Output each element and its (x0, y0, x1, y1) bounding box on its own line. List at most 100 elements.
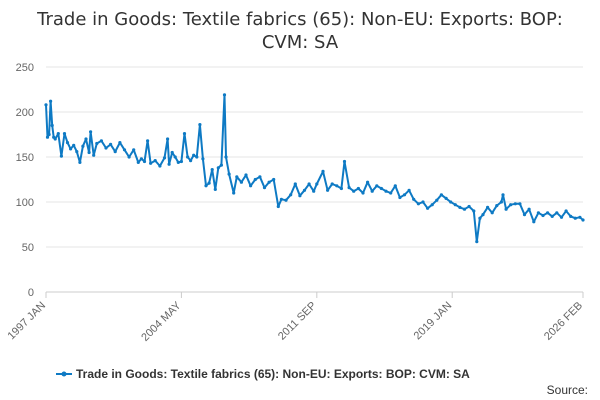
data-point[interactable] (170, 150, 174, 155)
data-point[interactable] (321, 169, 325, 173)
data-point[interactable] (122, 148, 127, 152)
data-point[interactable] (87, 150, 91, 155)
data-point[interactable] (426, 206, 430, 210)
data-point[interactable] (162, 156, 167, 160)
legend[interactable]: Trade in Goods: Textile fabrics (65): No… (56, 367, 470, 381)
data-point[interactable] (339, 186, 343, 191)
data-point[interactable] (462, 207, 467, 211)
data-point[interactable] (402, 193, 407, 197)
data-point[interactable] (182, 132, 187, 136)
data-point[interactable] (458, 205, 462, 209)
data-point[interactable] (352, 189, 356, 193)
data-point[interactable] (407, 188, 411, 192)
data-point[interactable] (472, 209, 476, 213)
data-point[interactable] (536, 211, 541, 215)
data-point[interactable] (356, 186, 360, 191)
data-point[interactable] (213, 187, 217, 191)
data-point[interactable] (118, 141, 122, 145)
data-point[interactable] (272, 177, 276, 182)
data-point[interactable] (279, 197, 283, 201)
data-point[interactable] (227, 172, 231, 176)
data-point[interactable] (239, 180, 243, 184)
data-point[interactable] (104, 146, 108, 150)
data-point[interactable] (453, 203, 457, 207)
data-point[interactable] (444, 196, 448, 200)
data-point[interactable] (186, 155, 190, 159)
data-point[interactable] (127, 155, 131, 159)
data-point[interactable] (504, 207, 508, 211)
data-point[interactable] (47, 132, 51, 137)
data-point[interactable] (412, 197, 416, 201)
data-point[interactable] (59, 154, 64, 158)
data-point[interactable] (481, 213, 485, 217)
data-point[interactable] (513, 202, 517, 206)
data-point[interactable] (398, 195, 402, 200)
data-point[interactable] (192, 153, 196, 157)
data-point[interactable] (284, 198, 288, 202)
data-point[interactable] (550, 214, 554, 218)
data-point[interactable] (522, 213, 527, 217)
data-point[interactable] (495, 204, 499, 208)
data-point[interactable] (216, 166, 220, 170)
data-point[interactable] (222, 93, 227, 97)
data-point[interactable] (416, 202, 420, 206)
data-point[interactable] (564, 209, 568, 213)
data-point[interactable] (501, 193, 505, 197)
data-point[interactable] (546, 211, 550, 215)
data-point[interactable] (478, 216, 482, 220)
data-point[interactable] (430, 203, 434, 207)
data-point[interactable] (307, 182, 311, 186)
data-point[interactable] (384, 189, 388, 193)
data-point[interactable] (532, 220, 536, 224)
data-point[interactable] (435, 198, 439, 202)
data-point[interactable] (153, 159, 157, 163)
data-point[interactable] (267, 180, 271, 184)
data-point[interactable] (518, 202, 522, 206)
data-point[interactable] (262, 186, 267, 190)
data-point[interactable] (315, 182, 319, 186)
data-point[interactable] (232, 191, 236, 195)
data-point[interactable] (573, 216, 577, 220)
data-point[interactable] (45, 135, 50, 139)
data-point[interactable] (113, 150, 117, 154)
data-point[interactable] (578, 215, 582, 219)
data-point[interactable] (92, 153, 96, 157)
data-point[interactable] (195, 155, 199, 159)
data-point[interactable] (75, 150, 79, 154)
data-point[interactable] (490, 211, 494, 215)
data-point[interactable] (467, 204, 471, 209)
data-point[interactable] (166, 137, 170, 141)
data-point[interactable] (555, 211, 559, 215)
data-point[interactable] (204, 184, 208, 188)
data-point[interactable] (109, 142, 113, 146)
data-point[interactable] (541, 213, 545, 218)
data-point[interactable] (53, 137, 57, 141)
data-point[interactable] (99, 139, 103, 143)
data-point[interactable] (527, 207, 531, 211)
data-point[interactable] (44, 103, 48, 107)
data-point[interactable] (136, 160, 140, 164)
data-point[interactable] (224, 155, 228, 159)
data-point[interactable] (366, 180, 370, 184)
data-point[interactable] (189, 159, 193, 163)
data-point[interactable] (342, 159, 347, 164)
data-point[interactable] (78, 160, 82, 164)
data-point[interactable] (276, 204, 280, 209)
data-point[interactable] (379, 186, 383, 191)
data-point[interactable] (249, 184, 253, 188)
data-point[interactable] (146, 139, 150, 143)
data-point[interactable] (132, 148, 136, 152)
data-point[interactable] (142, 159, 147, 164)
data-point[interactable] (389, 191, 393, 195)
data-point[interactable] (89, 130, 93, 134)
data-point[interactable] (298, 194, 302, 198)
data-point[interactable] (393, 184, 397, 188)
data-point[interactable] (167, 162, 171, 166)
data-point[interactable] (81, 144, 85, 148)
data-point[interactable] (330, 182, 334, 186)
data-point[interactable] (173, 155, 177, 159)
data-point[interactable] (50, 123, 54, 128)
data-point[interactable] (95, 141, 99, 146)
data-point[interactable] (84, 137, 88, 141)
data-point[interactable] (289, 193, 293, 197)
